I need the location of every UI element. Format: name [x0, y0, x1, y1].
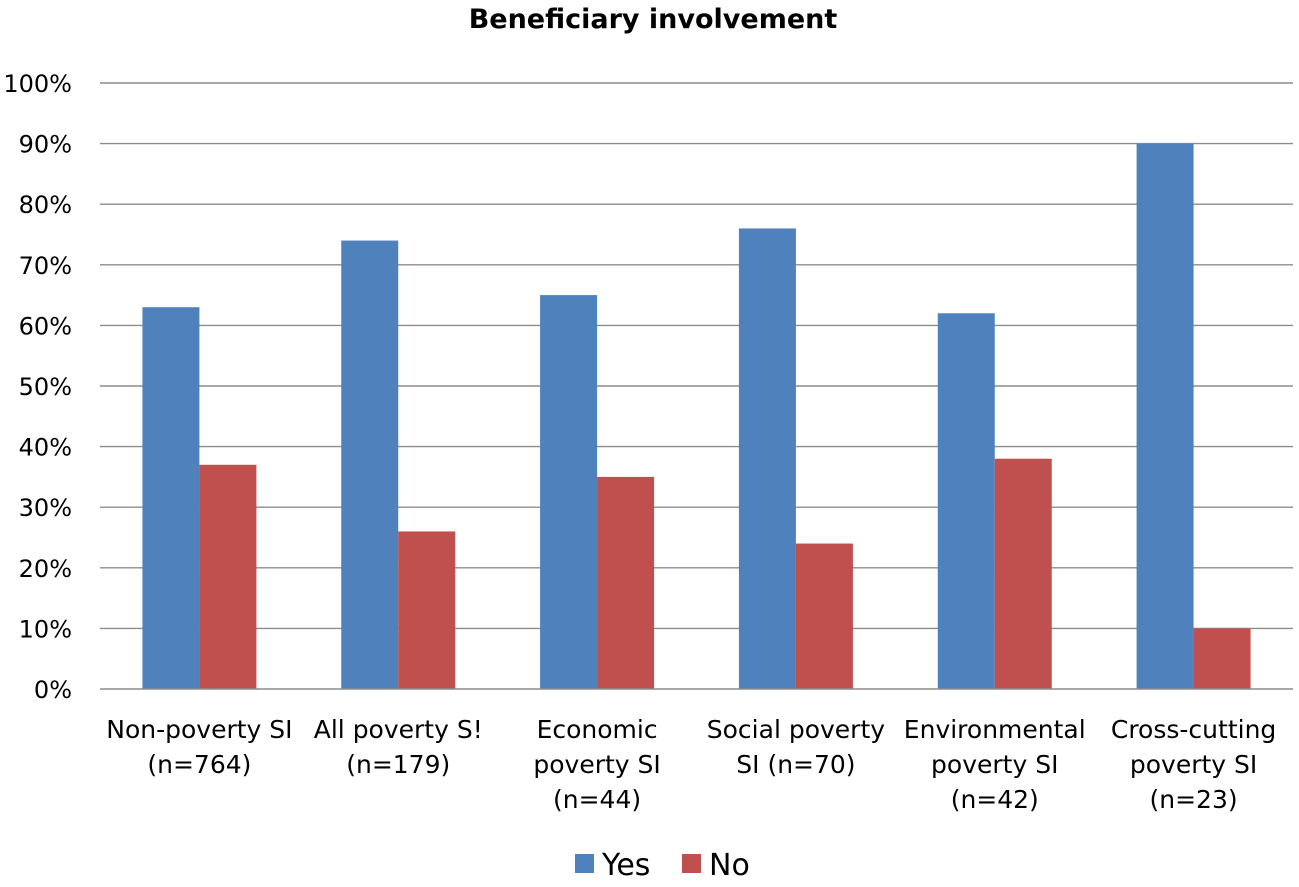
- y-tick-label: 30%: [19, 494, 72, 522]
- bar-no: [398, 531, 456, 689]
- x-tick-label: Social poverty SI (n=70): [707, 715, 885, 779]
- bar-yes: [1136, 143, 1194, 690]
- y-tick-label: 10%: [19, 615, 72, 643]
- legend-label-yes: Yes: [601, 848, 650, 883]
- x-tick-label: Environmental poverty SI (n=42): [904, 715, 1086, 814]
- x-tick-label: Economic poverty SI (n=44): [533, 715, 660, 814]
- bars: [142, 143, 1251, 690]
- bar-yes: [341, 240, 399, 689]
- y-tick-label: 50%: [19, 373, 72, 401]
- y-tick-label: 70%: [19, 252, 72, 280]
- y-tick-label: 0%: [34, 676, 72, 704]
- x-tick-label: Non-poverty SI (n=764): [106, 715, 292, 779]
- x-tick-label: All poverty S! (n=179): [314, 715, 483, 779]
- y-tick-label: 20%: [19, 555, 72, 583]
- bar-no: [1193, 628, 1251, 689]
- bar-no: [994, 458, 1052, 689]
- legend-swatch-no: [682, 854, 701, 873]
- bar-no: [795, 543, 853, 689]
- legend: Yes No: [575, 848, 750, 883]
- category-labels: Non-poverty SI (n=764) All poverty S! (n=17…: [106, 715, 1276, 814]
- legend-swatch-yes: [575, 854, 594, 873]
- y-tick-label: 100%: [3, 70, 72, 98]
- legend-label-no: No: [709, 848, 750, 883]
- x-tick-label: Cross-cutting poverty SI (n=23): [1111, 715, 1276, 814]
- y-axis-tick-labels: 0% 10% 20% 30% 40% 50% 60% 70% 80% 90% 100%: [3, 70, 72, 704]
- bar-no: [597, 476, 655, 689]
- chart-title: Beneficiary involvement: [469, 4, 838, 35]
- y-tick-label: 60%: [19, 312, 72, 340]
- y-tick-label: 40%: [19, 434, 72, 462]
- bar-yes: [142, 307, 200, 689]
- bar-yes: [540, 295, 598, 689]
- bar-yes: [937, 313, 995, 689]
- y-tick-label: 90%: [19, 131, 72, 159]
- bar-no: [199, 464, 257, 689]
- gridlines: [100, 82, 1293, 630]
- y-tick-label: 80%: [19, 191, 72, 219]
- bar-yes: [738, 228, 796, 689]
